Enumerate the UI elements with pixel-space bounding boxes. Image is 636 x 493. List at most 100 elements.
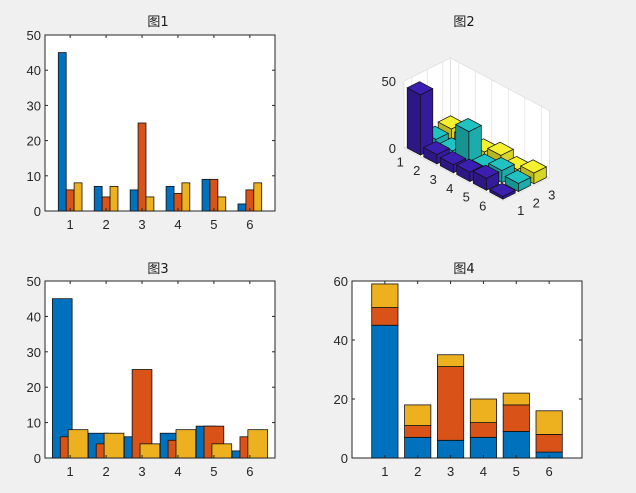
bar-s2-c6	[245, 189, 255, 212]
bar-s1-c1	[57, 52, 67, 212]
x-tick-label: 4	[174, 217, 181, 232]
bar-s3-c2	[103, 432, 125, 459]
bar-s1-c5	[201, 178, 211, 212]
x-tick-label: 3	[138, 217, 145, 232]
y-tick-label: 30	[27, 345, 41, 360]
y-tick-label: 50	[27, 28, 41, 43]
bar3d-r1-c1	[406, 81, 434, 156]
col-tick-label: 2	[533, 195, 540, 210]
col-tick-label: 1	[517, 203, 524, 218]
row-tick-label: 2	[413, 163, 420, 178]
x-tick-label: 2	[102, 217, 109, 232]
x-tick-label: 2	[102, 464, 109, 479]
row-tick-label: 4	[446, 181, 453, 196]
bar-s3-c5	[211, 443, 233, 459]
x-tick-label: 4	[480, 464, 487, 479]
z-tick-label: 50	[382, 74, 396, 89]
y-tick-label: 10	[27, 169, 41, 184]
y-tick-label: 60	[334, 274, 348, 289]
bar-s3-c3	[437, 354, 465, 367]
y-tick-label: 10	[27, 416, 41, 431]
x-tick-label: 1	[67, 217, 74, 232]
bar-s2-c5	[502, 404, 530, 432]
y-tick-label: 50	[27, 274, 41, 289]
bar-s1-c5	[502, 431, 530, 459]
bar-s2-c1	[65, 189, 75, 212]
y-tick-label: 20	[27, 380, 41, 395]
bar-s3-c6	[535, 410, 563, 435]
bar3d-top-face	[422, 141, 451, 155]
bar3d-side-face	[406, 87, 421, 156]
y-tick-label: 30	[27, 98, 41, 113]
bar3d-top-face	[519, 159, 548, 174]
bars-4	[371, 283, 563, 459]
bar3d-top-face	[486, 141, 515, 156]
bar-s2-c5	[209, 178, 219, 212]
bar-s3-c1	[371, 283, 399, 308]
bar-s3-c4	[469, 398, 497, 424]
subplot-4: 图4 0 20 40 60 1 2 3 4 5 6	[334, 262, 583, 479]
bar-s2-c1	[371, 307, 399, 326]
bar-s1-c2	[404, 436, 432, 459]
subplot-1-title: 图1	[147, 15, 168, 30]
bar-s1-c4	[469, 436, 497, 459]
bar-s1-c1	[371, 324, 399, 459]
plot-area-1	[44, 34, 276, 212]
bar-s1-c2	[93, 185, 103, 212]
bar-s3-c6	[253, 182, 263, 212]
grid-line	[403, 57, 550, 112]
y-tick-label: 40	[27, 63, 41, 78]
x-tick-label: 6	[246, 464, 253, 479]
x-tick-label: 5	[210, 464, 217, 479]
y-tick-label: 40	[334, 333, 348, 348]
x-tick-label: 3	[447, 464, 454, 479]
bar-s3-c2	[109, 185, 119, 212]
bar-s1-c4	[165, 185, 175, 212]
x-tick-label: 1	[67, 464, 74, 479]
y-tick-label: 0	[34, 451, 41, 466]
bar3d-top-face	[472, 164, 500, 179]
bar-s3-c6	[247, 429, 269, 459]
bar3d-top-face	[488, 182, 517, 197]
bar-s2-c2	[404, 425, 432, 438]
subplot-3: 图3 0 10 20 30 40 50 1 2 3 4 5 6	[27, 262, 276, 479]
bar3d-r6-c1	[488, 182, 517, 200]
bar-s2-c3	[137, 122, 147, 212]
bar3d-r5-c1	[472, 164, 500, 191]
bar3d-top-face	[504, 169, 532, 184]
x-tick-label: 6	[546, 464, 553, 479]
ticks-3: 0 10 20 30 40 50 1 2 3 4 5 6	[27, 274, 275, 479]
bar-s3-c4	[181, 182, 191, 212]
row-tick-label: 5	[463, 190, 470, 205]
y-tick-label: 20	[27, 134, 41, 149]
bar-s1-c3	[129, 189, 139, 212]
bar-s2-c3	[437, 366, 465, 441]
bar-s1-c6	[237, 203, 247, 212]
bars-1	[57, 52, 263, 212]
y-tick-label: 40	[27, 309, 41, 324]
subplot-2-title: 图2	[453, 15, 474, 30]
y-tick-label: 0	[34, 204, 41, 219]
bars-3	[51, 298, 269, 459]
bar3d-top-face	[439, 151, 467, 166]
row-tick-label: 1	[397, 154, 404, 169]
bar3d-top-face	[406, 81, 434, 96]
bar-s3-c2	[404, 404, 432, 426]
x-tick-label: 1	[381, 464, 388, 479]
bar3d-top-face	[454, 118, 483, 132]
z-tick-label: 0	[389, 141, 396, 156]
row-tick-label: 6	[479, 198, 486, 213]
bar-s3-c4	[175, 429, 197, 459]
subplot-1: 图1 0 10 20 30 40 50 1 2 3 4 5 6	[27, 15, 276, 232]
bar-s2-c6	[535, 433, 563, 453]
ticks-1: 0 10 20 30 40 50 1 2 3 4 5 6	[27, 28, 275, 232]
bar-s2-c4	[469, 422, 497, 438]
bar-s3-c3	[145, 196, 155, 212]
x-tick-label: 4	[174, 464, 181, 479]
subplot-4-title: 图4	[453, 262, 474, 277]
x-tick-label: 6	[246, 217, 253, 232]
x-tick-label: 5	[210, 217, 217, 232]
bar-s3-c1	[73, 182, 83, 212]
